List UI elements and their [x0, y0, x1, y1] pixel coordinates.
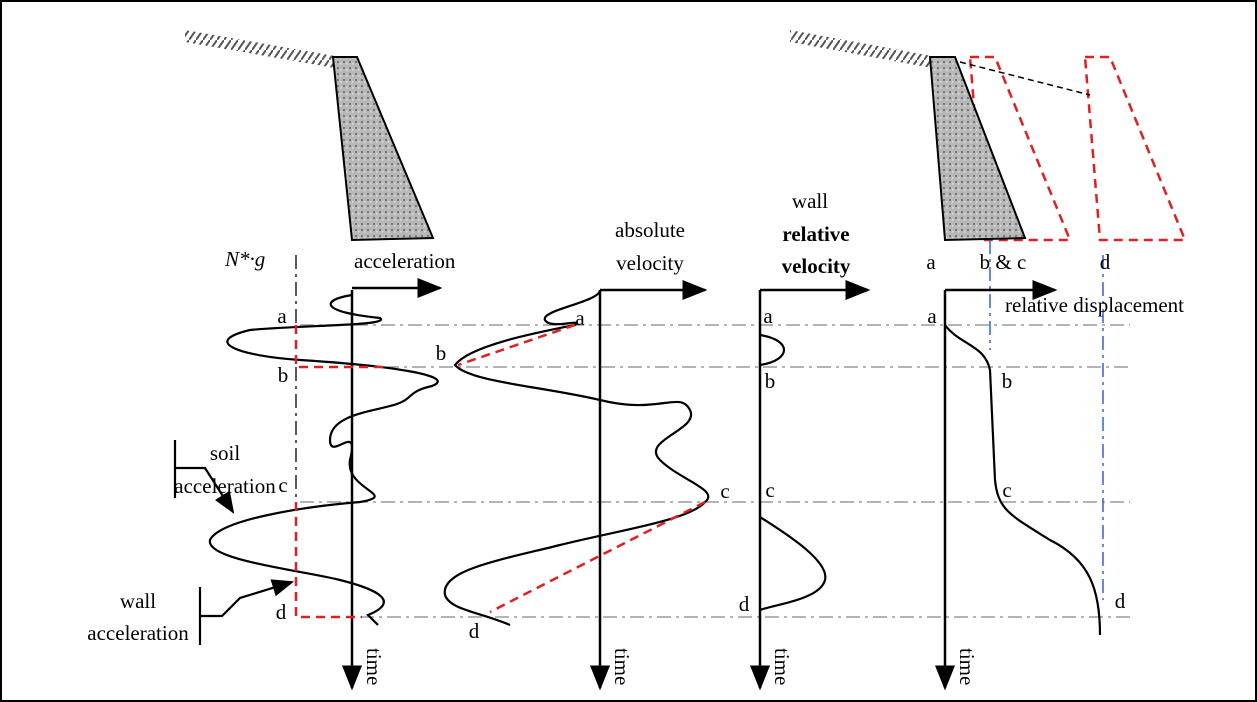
point-label: b — [436, 341, 447, 365]
callout-label: soil — [210, 441, 241, 465]
time-label: time — [955, 648, 979, 685]
point-label: a — [277, 304, 287, 328]
callout-label: acceleration — [87, 621, 189, 645]
panel-title: velocity — [782, 254, 851, 278]
point-label: d — [739, 592, 750, 616]
wall-position: a — [926, 250, 936, 274]
point-label: b — [278, 363, 289, 387]
point-label: c — [1002, 478, 1011, 502]
callout-label: acceleration — [174, 474, 276, 498]
panel-title: acceleration — [354, 249, 456, 273]
point-label: b — [1002, 369, 1013, 393]
point-label: b — [765, 369, 776, 393]
point-label: a — [763, 304, 773, 328]
panel-title: relative — [782, 222, 849, 246]
callout-arrows — [175, 440, 292, 645]
frame — [1, 1, 1256, 701]
time-label: time — [362, 648, 386, 685]
curves — [210, 290, 1100, 635]
wall-position: d — [1100, 250, 1111, 274]
axes — [352, 288, 1055, 688]
right-walls — [790, 30, 1185, 240]
panel-title: relative displacement — [1005, 293, 1184, 317]
point-label: a — [927, 304, 937, 328]
point-label: a — [575, 306, 585, 330]
wall-position: b & c — [980, 250, 1027, 274]
point-label: c — [765, 478, 774, 502]
point-label: d — [469, 619, 480, 643]
point-label: c — [278, 473, 287, 497]
diagram: N*·g acceleration absolute velocity wall… — [0, 0, 1257, 702]
time-label: time — [610, 648, 634, 685]
reference-label: N*·g — [224, 247, 265, 271]
point-label: d — [1115, 589, 1126, 613]
panel-title: velocity — [616, 251, 684, 275]
point-label: d — [276, 600, 287, 624]
panel-title: absolute — [615, 218, 685, 242]
time-label: time — [770, 648, 794, 685]
callout-label: wall — [120, 589, 156, 613]
left-wall — [185, 30, 433, 240]
point-label: c — [720, 479, 729, 503]
panel-title: wall — [792, 189, 828, 213]
